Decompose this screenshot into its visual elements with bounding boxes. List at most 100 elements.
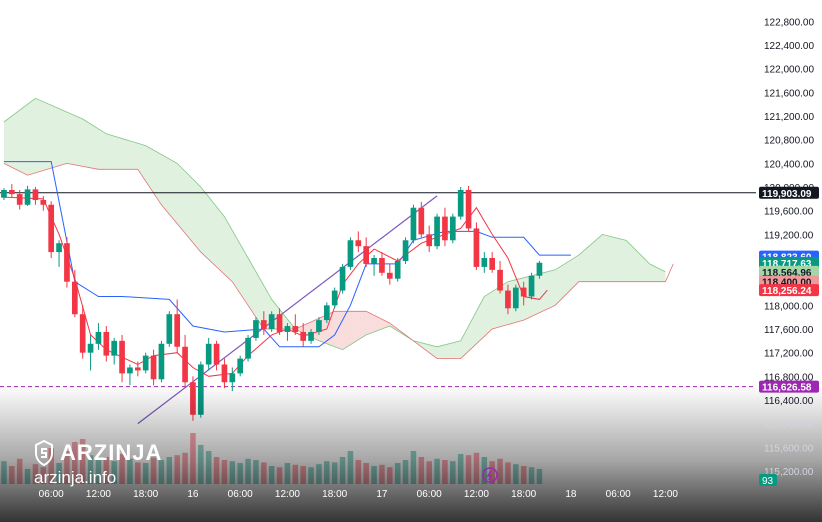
- time-axis: 06:00 12:00 18:00 16 06:00 12:00 18:00 17 06:00 1…: [39, 489, 679, 500]
- cloud-segment: [582, 248, 587, 282]
- cloud-segment: [94, 126, 99, 170]
- candle-body: [386, 272, 393, 279]
- cloud-segment: [141, 144, 146, 182]
- cloud-segment: [555, 267, 560, 306]
- x-tick-label: 12:00: [86, 489, 111, 500]
- candle-body: [205, 343, 212, 365]
- candle-body: [418, 207, 425, 235]
- candles: [1, 184, 543, 421]
- cloud-segment: [283, 314, 288, 330]
- cloud-segment: [129, 140, 134, 170]
- cloud-segment: [614, 237, 619, 282]
- cloud-segment: [633, 248, 638, 282]
- y-tick-label: 119,200.00: [764, 230, 814, 241]
- candle-body: [8, 189, 15, 195]
- cloud-segment: [563, 262, 567, 298]
- watermark-brand: ARZINJA: [60, 440, 163, 465]
- candle-body: [32, 189, 39, 201]
- alert-icon[interactable]: [482, 467, 498, 483]
- candle-body: [449, 216, 456, 241]
- candle-body: [355, 240, 362, 247]
- y-tick-label: 122,400.00: [764, 41, 814, 52]
- candle-body: [442, 216, 448, 241]
- cloud-segment: [255, 271, 260, 324]
- cloud-segment: [653, 265, 658, 282]
- candle-body: [111, 340, 118, 356]
- candle-body: [158, 343, 165, 380]
- cloud-segment: [452, 341, 457, 359]
- candle-body: [363, 246, 370, 264]
- cloud-segment: [641, 256, 646, 282]
- candle-body: [316, 320, 322, 332]
- cloud-segment: [606, 235, 611, 282]
- candle-body: [71, 281, 78, 315]
- candle-body: [426, 234, 433, 247]
- cloud-segment: [330, 311, 335, 347]
- y-tick-label: 116,000.00: [764, 420, 814, 431]
- cloud-segment: [161, 154, 166, 210]
- cloud-segment: [421, 342, 426, 350]
- kijun-line: [3, 161, 571, 348]
- candle-body: [481, 258, 488, 267]
- cloud-segment: [15, 110, 20, 172]
- cloud-segment: [444, 343, 449, 359]
- cloud-segment: [51, 105, 56, 169]
- candle-body: [213, 343, 220, 365]
- candle-body: [16, 194, 23, 205]
- cloud-segment: [11, 113, 16, 170]
- cloud-segment: [232, 230, 237, 288]
- cloud-segment: [157, 152, 162, 205]
- candle-body: [323, 305, 330, 321]
- cloud-segment: [7, 116, 12, 168]
- cloud-segment: [47, 103, 52, 170]
- cloud-segment: [547, 270, 552, 310]
- candle-body: [505, 290, 511, 309]
- cloud-segment: [448, 342, 453, 359]
- cloud-segment: [370, 313, 375, 334]
- candle-body: [528, 275, 535, 297]
- cloud-segment: [248, 258, 252, 312]
- y-tick-label: 120,800.00: [764, 136, 814, 147]
- arzinja-logo-icon: [35, 440, 53, 466]
- cloud-segment: [441, 344, 445, 359]
- x-tick-label: 18:00: [511, 489, 536, 500]
- cloud-segment: [480, 296, 485, 341]
- candle-body: [465, 189, 472, 229]
- tenkan-price-label: 118,256.24: [762, 286, 812, 297]
- cloud-segment: [149, 147, 154, 193]
- cloud-segment: [637, 252, 642, 282]
- candle-body: [229, 373, 236, 383]
- y-tick-label: 122,800.00: [764, 17, 814, 28]
- candle-body: [284, 326, 291, 332]
- horizontal-line-price-tag: [759, 186, 819, 199]
- span-a-line: [3, 97, 666, 351]
- cloud-segment: [389, 323, 394, 329]
- cloud-segment: [551, 269, 556, 308]
- cloud-segment: [165, 156, 170, 215]
- cloud-segment: [649, 263, 654, 282]
- cloud-segment: [169, 158, 174, 219]
- span-a-price-tag: [759, 265, 819, 278]
- x-tick-label: 06:00: [606, 489, 631, 500]
- cloud-segment: [114, 136, 119, 170]
- cloud-segment: [259, 278, 264, 330]
- cloud-segment: [433, 345, 438, 359]
- candle-body: [536, 262, 543, 276]
- candle-body: [166, 314, 173, 344]
- y-tick-label: 115,200.00: [764, 467, 814, 478]
- cloud-segment: [346, 311, 351, 348]
- span-a-price-label: 118,564.96: [762, 268, 812, 279]
- cloud-segment: [374, 315, 378, 332]
- span-b-line: [3, 162, 674, 359]
- x-tick-label: 12:00: [464, 489, 489, 500]
- cloud-segment: [334, 311, 339, 349]
- candle-body: [56, 243, 62, 253]
- cloud-segment: [133, 142, 138, 170]
- cloud-segment: [437, 345, 441, 359]
- candle-body: [79, 314, 86, 353]
- volume-tag: [759, 474, 777, 486]
- x-tick-label: 18:00: [322, 489, 347, 500]
- cloud-segment: [523, 276, 528, 321]
- candle-body: [142, 355, 149, 371]
